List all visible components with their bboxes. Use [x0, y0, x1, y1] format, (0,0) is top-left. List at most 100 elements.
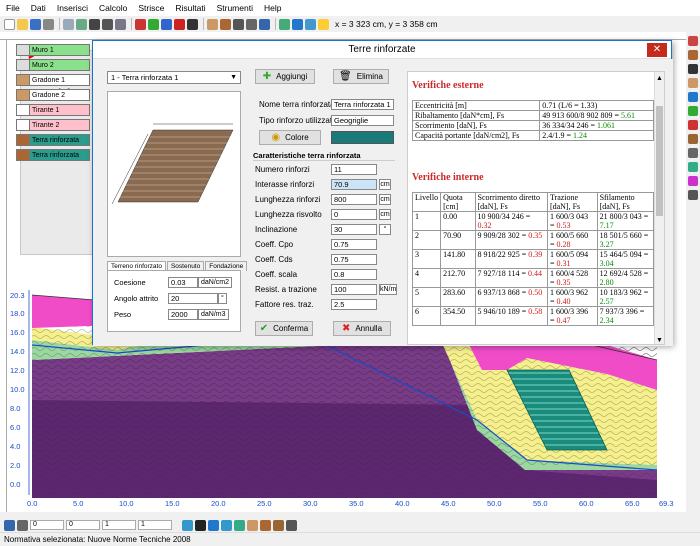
grid-icon[interactable]	[76, 18, 87, 30]
wall-icon[interactable]	[207, 18, 218, 30]
verification-results[interactable]: Verifiche esterne Eccentricità [m] 0.71 …	[407, 71, 665, 345]
load-icon[interactable]	[259, 18, 270, 30]
list-item[interactable]: Muro 1	[16, 44, 90, 56]
resist-trazione-field[interactable]: 100	[331, 284, 377, 295]
anchor-icon[interactable]	[273, 519, 284, 531]
snap-icon[interactable]	[182, 519, 193, 531]
layer-icon[interactable]	[4, 519, 15, 531]
results-icon[interactable]	[292, 18, 303, 30]
table-cell: 7 937/3 396 = 2.34	[596, 306, 655, 326]
tool-icon[interactable]	[688, 106, 698, 116]
menu-item-strisce[interactable]: Strisce	[138, 3, 165, 13]
status-field[interactable]: 0	[66, 520, 100, 530]
close-icon[interactable]: ✕	[647, 43, 667, 57]
list-item[interactable]: Gradone 2	[16, 89, 90, 101]
menu-item-risultati[interactable]: Risultati	[175, 3, 206, 13]
coeff-cpo-field[interactable]: 0.75	[331, 239, 377, 250]
list-item[interactable]: Terra rinforzata	[16, 149, 90, 161]
chart-icon[interactable]	[63, 18, 74, 30]
cancel-button[interactable]: ✖ Annulla	[333, 321, 391, 336]
name-field[interactable]: Terra rinforzata 1	[331, 99, 394, 110]
pile-icon[interactable]	[286, 519, 297, 531]
tool-icon[interactable]	[688, 176, 698, 186]
status-field[interactable]: 1	[102, 520, 136, 530]
anchor-icon[interactable]	[233, 18, 244, 30]
menu-item-help[interactable]: Help	[263, 3, 282, 13]
angolo-attrito-field[interactable]: 20	[168, 293, 218, 304]
type-select[interactable]: Geogriglie	[331, 115, 394, 126]
layers-icon[interactable]	[102, 18, 113, 30]
tool-icon[interactable]	[688, 134, 698, 144]
lunghezza-rinforzi-field[interactable]: 800	[331, 194, 377, 205]
coesione-field[interactable]: 0.03	[168, 277, 198, 288]
menu-item-inserisci[interactable]: Inserisci	[56, 3, 89, 13]
open-folder-icon[interactable]	[17, 18, 28, 30]
inclinazione-field[interactable]: 30	[331, 224, 377, 235]
ortho-icon[interactable]	[234, 519, 245, 531]
help-icon[interactable]	[318, 18, 329, 30]
fattore-res-field[interactable]: 2.5	[331, 299, 377, 310]
zoom-icon[interactable]	[187, 18, 198, 30]
y-tick: 20.3	[10, 291, 25, 300]
tool-icon[interactable]	[688, 162, 698, 172]
tool-icon[interactable]	[688, 190, 698, 200]
point-tool-icon[interactable]	[148, 18, 159, 30]
list-item[interactable]: Tirante 1	[16, 104, 90, 116]
list-item[interactable]: Gradone 1	[16, 74, 90, 86]
tab-terreno-rinforzato[interactable]: Terreno rinforzato	[107, 261, 166, 271]
tool-icon[interactable]	[688, 78, 698, 88]
tool-icon[interactable]	[688, 120, 698, 130]
results-scrollbar[interactable]: ▲ ▼	[654, 72, 664, 344]
list-item[interactable]: Terra rinforzata	[16, 134, 90, 146]
grid-icon[interactable]	[221, 519, 232, 531]
delete-button[interactable]: 🗑 Elimina	[333, 69, 389, 84]
status-field[interactable]: 1	[138, 520, 172, 530]
polyline-icon[interactable]	[161, 18, 172, 30]
confirm-button[interactable]: ✔ Conferma	[255, 321, 313, 336]
reinforced-soil-icon[interactable]	[220, 18, 231, 30]
tool-icon[interactable]	[688, 50, 698, 60]
scroll-up-icon[interactable]: ▲	[656, 74, 663, 82]
tool-icon[interactable]	[688, 36, 698, 46]
menu-item-strumenti[interactable]: Strumenti	[216, 3, 253, 13]
tool-icon[interactable]	[688, 64, 698, 74]
lunghezza-risvolto-field[interactable]: 0	[331, 209, 377, 220]
reinforcement-selector[interactable]: 1 - Terra rinforzata 1 ▼	[107, 71, 241, 84]
new-file-icon[interactable]	[4, 18, 15, 30]
wall-icon[interactable]	[247, 519, 258, 531]
status-field[interactable]: 0	[30, 520, 64, 530]
menu-item-dati[interactable]: Dati	[30, 3, 46, 13]
pile-icon[interactable]	[246, 18, 257, 30]
list-item[interactable]: Tirante 2	[16, 119, 90, 131]
list-item[interactable]: Muro 2	[16, 59, 90, 71]
mesh-icon[interactable]	[115, 18, 126, 30]
peso-field[interactable]: 2000	[168, 309, 198, 320]
report-icon[interactable]	[305, 18, 316, 30]
menu-item-file[interactable]: File	[6, 3, 20, 13]
delete-tool-icon[interactable]	[174, 18, 185, 30]
tool-icon[interactable]	[688, 92, 698, 102]
right-toolbar	[686, 32, 700, 212]
tab-fondazione[interactable]: Fondazione	[205, 261, 248, 271]
print-icon[interactable]	[43, 18, 54, 30]
scroll-down-icon[interactable]: ▼	[656, 336, 663, 344]
close-icon[interactable]	[195, 519, 206, 531]
menu-item-calcolo[interactable]: Calcolo	[99, 3, 128, 13]
interasse-rinforzi-field[interactable]: 70.9	[331, 179, 377, 190]
color-button[interactable]: ◉ Colore	[259, 130, 321, 145]
x-tick: 25.0	[257, 499, 272, 508]
tool-icon[interactable]	[688, 148, 698, 158]
table-icon[interactable]	[89, 18, 100, 30]
line-tool-icon[interactable]	[135, 18, 146, 30]
save-icon[interactable]	[30, 18, 41, 30]
fit-icon[interactable]	[208, 519, 219, 531]
coeff-cds-field[interactable]: 0.75	[331, 254, 377, 265]
compute-icon[interactable]	[279, 18, 290, 30]
add-button[interactable]: ✚ Aggiungi	[255, 69, 315, 84]
reinforced-soil-icon[interactable]	[260, 519, 271, 531]
link-icon[interactable]	[17, 519, 28, 531]
scroll-thumb[interactable]	[656, 106, 663, 216]
coeff-scala-field[interactable]: 0.8	[331, 269, 377, 280]
numero-rinforzi-field[interactable]: 11	[331, 164, 377, 175]
tab-sostenuto[interactable]: Sostenuto	[166, 261, 205, 271]
